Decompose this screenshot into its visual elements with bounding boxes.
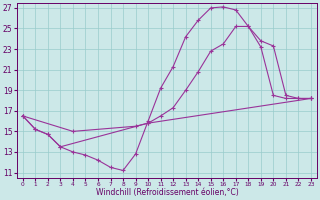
X-axis label: Windchill (Refroidissement éolien,°C): Windchill (Refroidissement éolien,°C)	[96, 188, 238, 197]
